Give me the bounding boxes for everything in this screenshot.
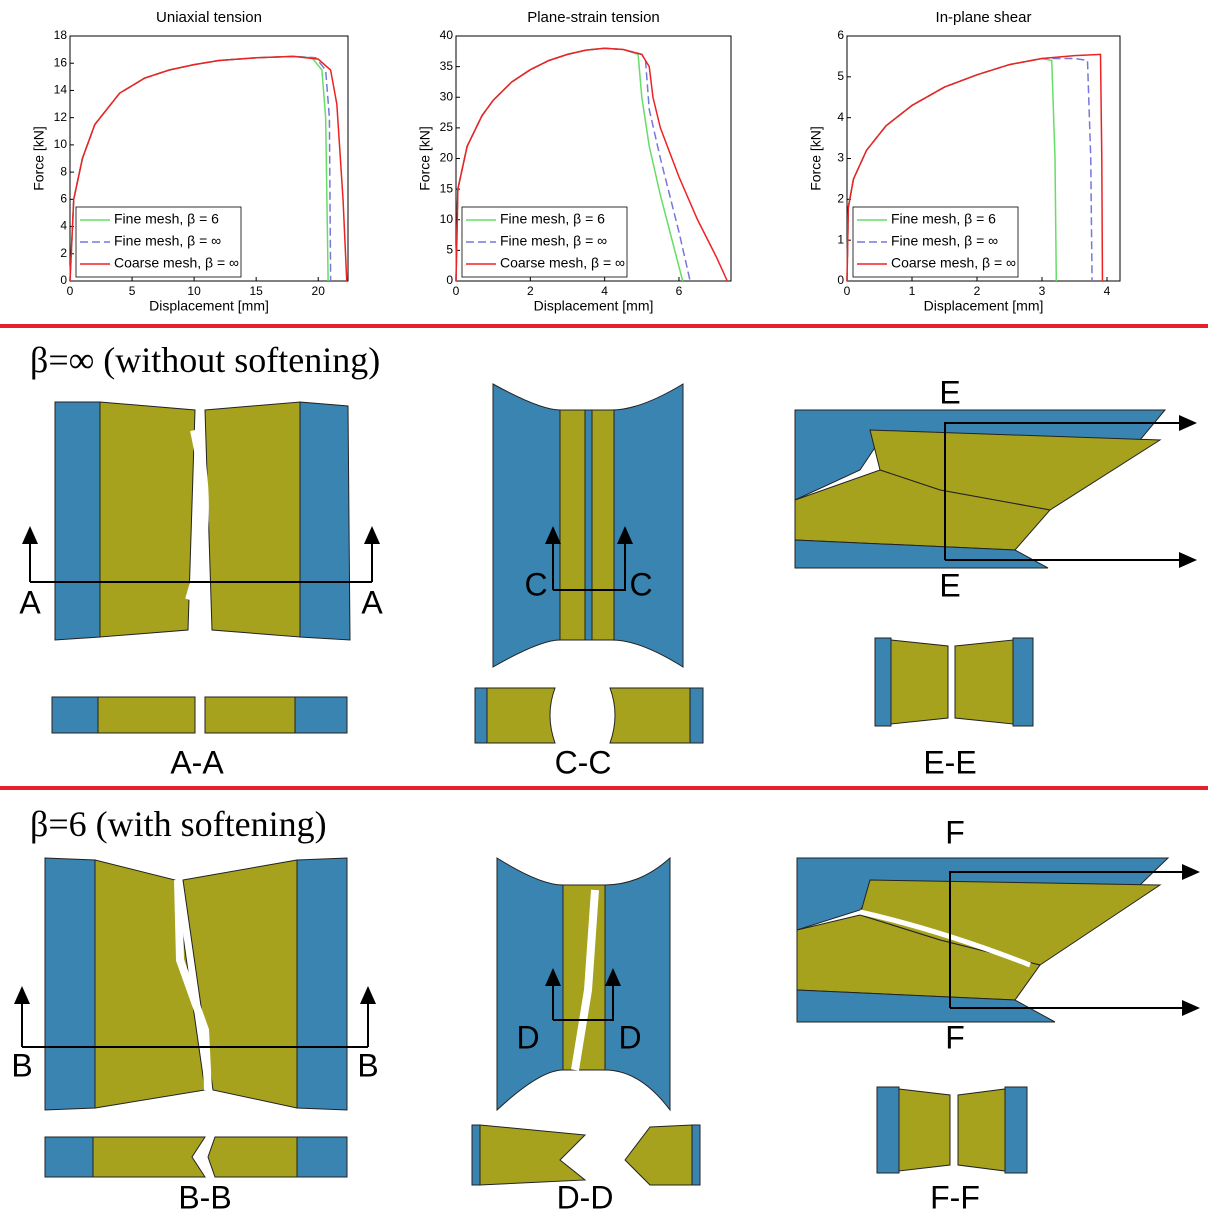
section-label: B-B [178,1179,231,1215]
section-title: β=∞ (without softening) [30,340,380,380]
y-tick-label: 6 [60,192,67,206]
cross-section-c [475,688,703,743]
section-label: A-A [170,744,224,780]
y-axis-label: Force [kN] [808,126,824,191]
specimen-f [797,858,1198,1022]
x-tick-label: 3 [1039,284,1046,298]
x-tick-label: 0 [844,284,851,298]
section-title: β=6 (with softening) [30,804,327,844]
cross-section-a [52,697,347,733]
cut-label: E [939,567,960,603]
x-tick-label: 15 [249,284,263,298]
chart: In-plane shear Displacement [mm] Force [kN… [808,9,1120,314]
x-tick-label: 2 [527,284,534,298]
y-tick-label: 40 [440,28,454,42]
section-label: C-C [555,744,612,780]
x-axis-label: Displacement [mm] [534,298,654,314]
cut-label: F [945,1019,965,1055]
x-tick-label: 10 [187,284,201,298]
y-tick-label: 5 [446,243,453,257]
cross-section-b [45,1137,347,1177]
x-tick-label: 0 [67,284,74,298]
legend-label: Coarse mesh, β = ∞ [500,255,625,271]
y-tick-label: 14 [54,83,68,97]
x-tick-label: 4 [1104,284,1111,298]
specimen-b [22,858,368,1110]
y-tick-label: 6 [837,28,844,42]
x-axis-label: Displacement [mm] [149,298,269,314]
y-tick-label: 25 [440,120,454,134]
cross-section-d [472,1125,700,1185]
chart: Uniaxial tension Displacement [mm] Force [… [31,9,348,314]
separator [0,324,1208,328]
x-tick-label: 4 [601,284,608,298]
y-tick-label: 12 [54,110,68,124]
legend-label: Fine mesh, β = ∞ [500,233,607,249]
legend-label: Fine mesh, β = 6 [114,211,219,227]
x-tick-label: 0 [453,284,460,298]
y-tick-label: 20 [440,151,454,165]
cut-label: A [19,584,41,620]
legend-label: Fine mesh, β = 6 [500,211,605,227]
y-tick-label: 10 [54,137,68,151]
cut-label: C [629,566,652,602]
y-tick-label: 2 [60,246,67,260]
x-tick-label: 20 [312,284,326,298]
cut-label: E [939,374,960,410]
y-tick-label: 5 [837,69,844,83]
section-label: E-E [923,744,976,780]
y-tick-label: 4 [837,110,844,124]
cut-label: A [361,584,383,620]
specimen-d [497,858,670,1110]
y-tick-label: 15 [440,181,454,195]
chart: Plane-strain tension Displacement [mm] For… [417,9,731,314]
y-axis-label: Force [kN] [31,126,47,191]
y-tick-label: 2 [837,192,844,206]
y-tick-label: 0 [446,273,453,287]
chart-title: Plane-strain tension [527,9,660,26]
cross-section-e [875,638,1033,726]
cut-label: B [357,1047,378,1083]
separator [0,786,1208,790]
section-label: D-D [557,1179,614,1215]
specimen-a [30,402,372,640]
cut-label: B [11,1047,32,1083]
x-tick-label: 2 [974,284,981,298]
y-tick-label: 18 [54,28,68,42]
x-axis-label: Displacement [mm] [924,298,1044,314]
y-tick-label: 8 [60,164,67,178]
legend-label: Coarse mesh, β = ∞ [891,255,1016,271]
y-tick-label: 3 [837,151,844,165]
specimen-c [493,384,683,667]
charts: Uniaxial tension Displacement [mm] Force [… [31,9,1120,314]
legend-label: Fine mesh, β = ∞ [114,233,221,249]
y-tick-label: 16 [54,55,68,69]
figure: Uniaxial tension Displacement [mm] Force [… [0,0,1208,1227]
y-axis-label: Force [kN] [417,126,433,191]
cut-label: D [516,1019,539,1055]
y-tick-label: 0 [60,273,67,287]
cut-label: F [945,814,965,850]
y-tick-label: 0 [837,273,844,287]
x-tick-label: 1 [909,284,916,298]
specimen-e [795,410,1195,568]
section-label: F-F [930,1179,980,1215]
cut-label: C [524,566,547,602]
y-tick-label: 10 [440,212,454,226]
x-tick-label: 6 [676,284,683,298]
legend-label: Fine mesh, β = 6 [891,211,996,227]
legend-label: Coarse mesh, β = ∞ [114,255,239,271]
y-tick-label: 35 [440,59,454,73]
y-tick-label: 4 [60,219,67,233]
chart-title: In-plane shear [936,9,1032,26]
y-tick-label: 1 [837,232,844,246]
cut-label: D [618,1019,641,1055]
x-tick-label: 5 [129,284,136,298]
y-tick-label: 30 [440,89,454,103]
chart-title: Uniaxial tension [156,9,262,26]
legend-label: Fine mesh, β = ∞ [891,233,998,249]
cross-section-f [877,1087,1027,1173]
